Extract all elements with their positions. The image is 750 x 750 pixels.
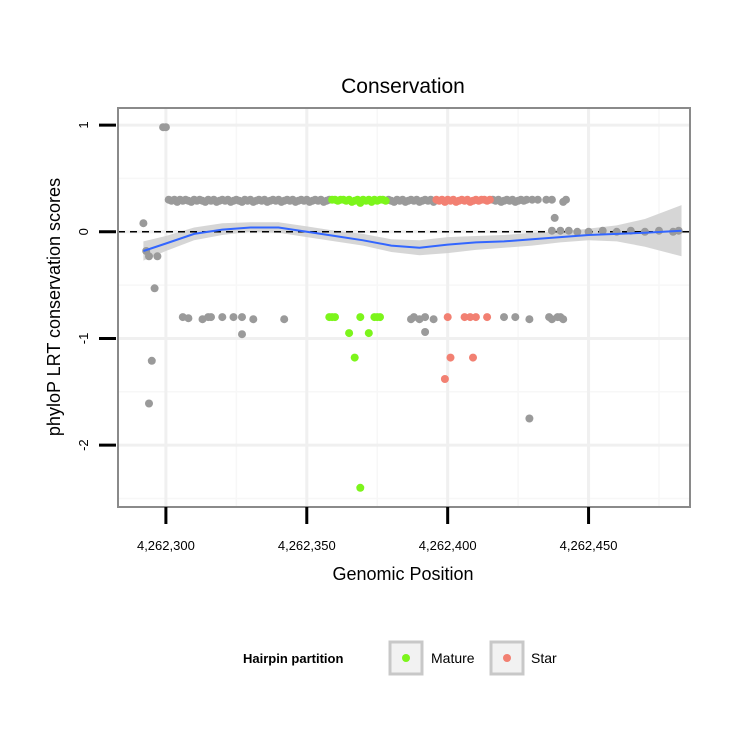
point-other [238,313,246,322]
point-other [280,315,289,324]
point-mature [356,313,365,322]
point-mature [345,329,354,338]
point-star [466,313,475,322]
point-other [145,252,153,261]
point-other [584,227,593,236]
point-star [443,313,452,322]
plot-panel [118,108,690,507]
x-axis: 4,262,300 4,262,350 4,262,400 4,262,450 [137,507,618,553]
x-tick-label: 4,262,400 [419,538,477,553]
legend-dot-star [503,654,511,662]
point-star [483,313,492,322]
x-axis-title: Genomic Position [332,564,473,584]
point-other [525,414,534,423]
point-other [249,315,258,324]
point-other [564,226,573,235]
point-other [573,227,582,236]
y-tick-label: -2 [76,439,91,451]
point-other [153,252,162,261]
x-tick-label: 4,262,350 [278,538,336,553]
point-star [460,313,469,322]
point-mature [350,353,359,362]
point-other [525,315,534,324]
point-other [150,284,159,293]
y-tick-label: 0 [76,228,91,235]
plot-background [118,108,690,507]
point-star [471,313,480,322]
point-star [440,375,449,383]
point-star [446,353,455,362]
point-other [184,314,193,323]
data-points [139,123,683,492]
point-other [207,313,215,322]
y-tick-label: -1 [76,333,91,345]
point-other [238,330,246,339]
point-other [218,313,227,322]
legend-label-star: Star [531,650,557,666]
point-other [421,328,430,336]
point-other [542,195,551,204]
point-other [559,315,568,324]
y-axis-title: phyloP LRT conservation scores [44,178,64,436]
point-other [547,195,556,204]
legend-label-mature: Mature [431,650,475,666]
smooth-line-path [143,226,682,252]
point-mature [331,313,339,322]
point-other [655,226,663,235]
x-tick-label: 4,262,450 [560,538,618,553]
point-mature [364,329,373,338]
point-star [469,353,477,362]
legend-dot-mature [402,654,410,662]
point-other [421,313,430,322]
point-other [229,313,238,322]
point-other [429,315,438,324]
point-other [161,123,170,132]
point-star [485,195,494,204]
point-other [562,195,570,204]
point-other [522,195,531,204]
point-other [533,195,542,204]
legend-title: Hairpin partition [243,651,343,666]
y-axis: 1 0 -1 -2 [76,121,116,451]
plot-border [117,107,691,508]
point-other [139,219,148,228]
x-tick-label: 4,262,300 [137,538,195,553]
point-other [598,226,607,235]
point-other [511,313,520,322]
plot-frame [117,107,691,508]
point-other [147,356,156,365]
y-tick-label: 1 [76,121,91,128]
smooth-line [143,226,682,252]
chart-title: Conservation [341,75,465,98]
point-mature [376,313,384,322]
point-other [145,399,153,408]
point-mature [356,483,365,492]
point-other [550,213,559,222]
point-other [528,195,537,204]
point-mature [381,196,390,205]
point-other [556,226,565,235]
point-other [547,226,556,235]
legend: Hairpin partition Mature Star [243,640,557,676]
point-other [500,313,508,322]
